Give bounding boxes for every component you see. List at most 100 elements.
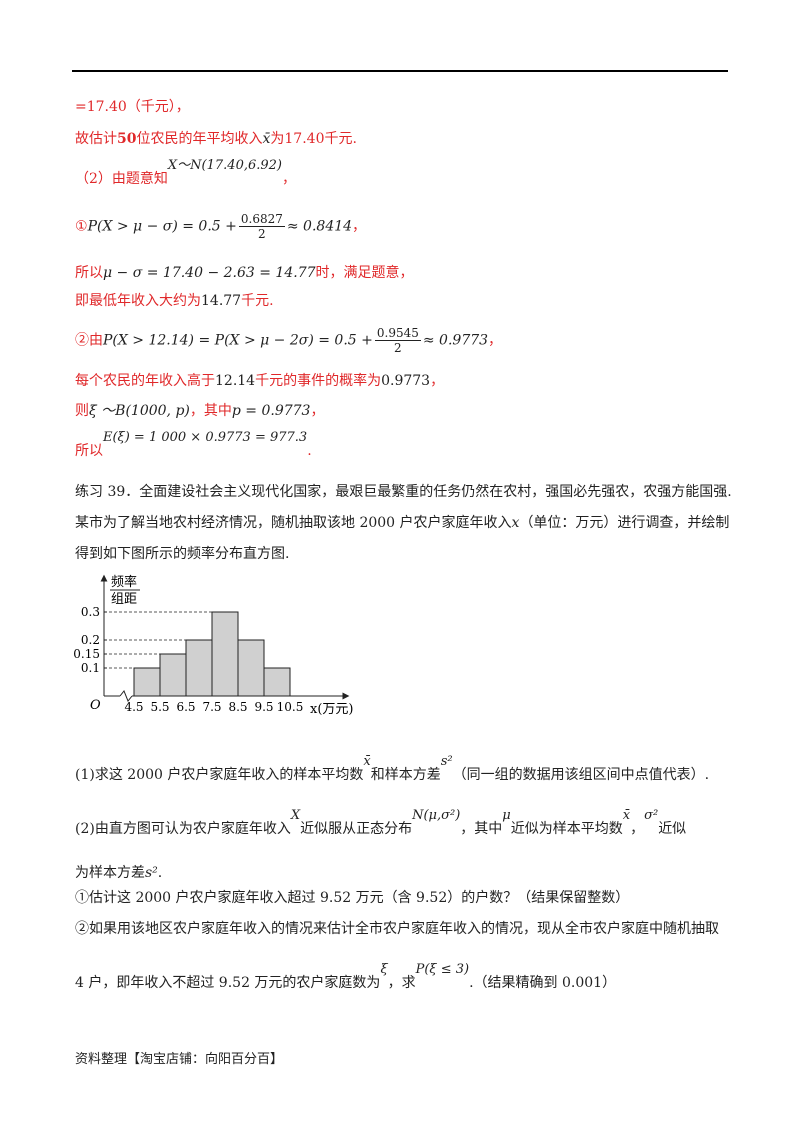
histogram-bar xyxy=(185,639,213,697)
header-rule xyxy=(72,70,728,72)
y-tick-label: 0.15 xyxy=(73,647,100,661)
solution-line-6: 即最低年收入大约为14.77千元. xyxy=(75,290,274,310)
math: μ xyxy=(502,808,511,823)
solution-line-1: =17.40（千元）， xyxy=(75,96,190,116)
question-2: (2)由直方图可认为农户家庭年收入X近似服从正态分布N(μ,σ²)，其中μ近似为… xyxy=(75,808,686,838)
math: x̄ xyxy=(262,131,271,147)
text: 故估计 xyxy=(75,131,117,147)
math: ξ ～B(1000, p) xyxy=(89,403,190,419)
histogram-chart: 频率 组距 0.10.150.2 0.3 4.5 5.5 6.5 7.5 8.5 9.5 10… xyxy=(73,574,353,717)
y-tick-label: 0.1 xyxy=(81,661,100,675)
math: s² xyxy=(145,865,158,881)
text: .（结果精确到 0.001） xyxy=(469,975,617,991)
solution-line-10: 所以E(ξ) = 1 000 × 0.9773 = 977.3. xyxy=(75,430,312,460)
text: 千元的事件的概率为 xyxy=(255,373,382,389)
axes xyxy=(100,574,350,702)
math: p = 0.9773 xyxy=(231,403,311,419)
denominator: 2 xyxy=(394,341,402,355)
text: 千元. xyxy=(324,131,357,147)
text: 位农民的年平均收入 xyxy=(136,131,263,147)
solution-line-9: 则ξ ～B(1000, p)，其中p = 0.9773， xyxy=(75,400,324,420)
text: 为 xyxy=(270,131,285,147)
math: P(X > 12.14) = P(X > μ − 2σ) = 0.5 + xyxy=(103,332,373,349)
y-tick-label: 0.2 xyxy=(81,633,100,647)
text: 所以 xyxy=(75,443,103,459)
math: X xyxy=(290,808,301,823)
text: ， xyxy=(630,821,645,837)
question-2-part-2-cont: 4 户，即年收入不超过 9.52 万元的农户家庭数为ξ，求P(ξ ≤ 3).（结… xyxy=(75,962,617,992)
fraction: 0.6827 2 xyxy=(238,212,285,241)
text: 则 xyxy=(75,403,89,419)
histogram-bar xyxy=(133,667,161,697)
histogram-bar xyxy=(159,653,187,697)
text: 每个农民的年收入高于 xyxy=(75,373,215,389)
solution-line-5: 所以μ − σ = 17.40 − 2.63 = 14.77时，满足题意， xyxy=(75,262,414,282)
y-label-denominator: 组距 xyxy=(111,592,137,607)
problem-line-1: 练习 39．全面建设社会主义现代化国家，最艰巨最繁重的任务仍然在农村，强国必先强… xyxy=(75,481,732,501)
text: ，其中 xyxy=(460,821,503,837)
x-tick-label: 4.5 xyxy=(124,700,143,714)
math: P(X > μ − σ) = 0.5 + xyxy=(87,218,237,235)
footer-credit: 资料整理【淘宝店铺：向阳百分百】 xyxy=(75,1052,284,1067)
x-ticks: 4.5 5.5 6.5 7.5 8.5 9.5 10.5 xyxy=(124,700,303,714)
text: 某市为了解当地农村经济情况，随机抽取该地 2000 户农户家庭年收入 xyxy=(75,515,512,531)
text: 近似为样本平均数 xyxy=(510,821,623,837)
math: ≈ 0.8414 xyxy=(286,218,353,235)
math: x xyxy=(511,515,520,531)
text: 17.40 xyxy=(284,131,325,147)
text: ， xyxy=(430,373,445,389)
text: ②如果用该地区农户家庭年收入的情况来估计全市农户家庭年收入的情况，现从全市农户家… xyxy=(75,921,719,937)
math: μ − σ = 17.40 − 2.63 = 14.77 xyxy=(103,265,316,281)
x-tick-label: 8.5 xyxy=(228,700,247,714)
numerator: 0.6827 xyxy=(238,212,285,227)
solution-line-4: ①P(X > μ − σ) = 0.5 +0.6827 2 ≈ 0.8414， xyxy=(75,212,366,241)
y-ticks: 0.10.150.2 0.3 xyxy=(73,605,107,675)
text: 12.14 xyxy=(215,373,256,389)
text: ， xyxy=(282,171,296,187)
text: ① xyxy=(75,218,88,235)
text: ，求 xyxy=(387,975,416,991)
text: （2）由题意知 xyxy=(75,171,168,187)
math: x̄ xyxy=(363,754,371,769)
x-tick-label: 10.5 xyxy=(277,700,304,714)
x-tick-label: 9.5 xyxy=(254,700,273,714)
question-2-cont: 为样本方差s². xyxy=(75,862,162,882)
question-1: (1)求这 2000 户农户家庭年收入的样本平均数x̄和样本方差s²（同一组的数… xyxy=(75,754,709,784)
x-tick-label: 7.5 xyxy=(202,700,221,714)
math: s² xyxy=(440,754,453,769)
axis-break xyxy=(119,690,133,702)
solution-line-2: 故估计50位农民的年平均收入x̄为17.40千元. xyxy=(75,128,357,148)
text: ， xyxy=(488,332,503,349)
text: 和样本方差 xyxy=(370,767,441,783)
text: ②由 xyxy=(75,332,103,349)
text: 时，满足题意， xyxy=(315,265,414,281)
y-axis-label: 频率 组距 xyxy=(110,574,140,607)
text: 千元. xyxy=(241,293,274,309)
text: ， xyxy=(352,218,367,235)
text: (2)由直方图可认为农户家庭年收入 xyxy=(75,821,291,837)
text: 近似服从正态分布 xyxy=(300,821,413,837)
y-label-numerator: 频率 xyxy=(111,574,137,590)
math: N(μ,σ²) xyxy=(412,808,461,823)
histogram-bar xyxy=(237,639,265,697)
histogram-bar xyxy=(211,611,239,697)
bars xyxy=(133,611,291,697)
text: . xyxy=(157,865,163,881)
x-tick-label: 5.5 xyxy=(150,700,169,714)
histogram-bar xyxy=(263,667,291,697)
text: 练习 39．全面建设社会主义现代化国家，最艰巨最繁重的任务仍然在农村，强国必先强… xyxy=(75,484,732,500)
denominator: 2 xyxy=(258,227,266,241)
text: 得到如下图所示的频率分布直方图. xyxy=(75,546,290,562)
text: . xyxy=(307,443,312,459)
text: 14.77 xyxy=(201,293,242,309)
text: 所以 xyxy=(75,265,103,281)
text: ，其中 xyxy=(189,403,232,419)
math: E(ξ) = 1 000 × 0.9773 = 977.3 xyxy=(103,430,308,445)
math: ξ xyxy=(380,962,388,977)
text: 即最低年收入大约为 xyxy=(75,293,201,309)
text: ①估计这 2000 户农户家庭年收入超过 9.52 万元（含 9.52）的户数？… xyxy=(75,890,630,906)
x-tick-label: 6.5 xyxy=(176,700,195,714)
text: 0.9773 xyxy=(381,373,431,389)
math: σ² xyxy=(644,808,659,823)
math: ≈ 0.9773 xyxy=(422,332,489,349)
